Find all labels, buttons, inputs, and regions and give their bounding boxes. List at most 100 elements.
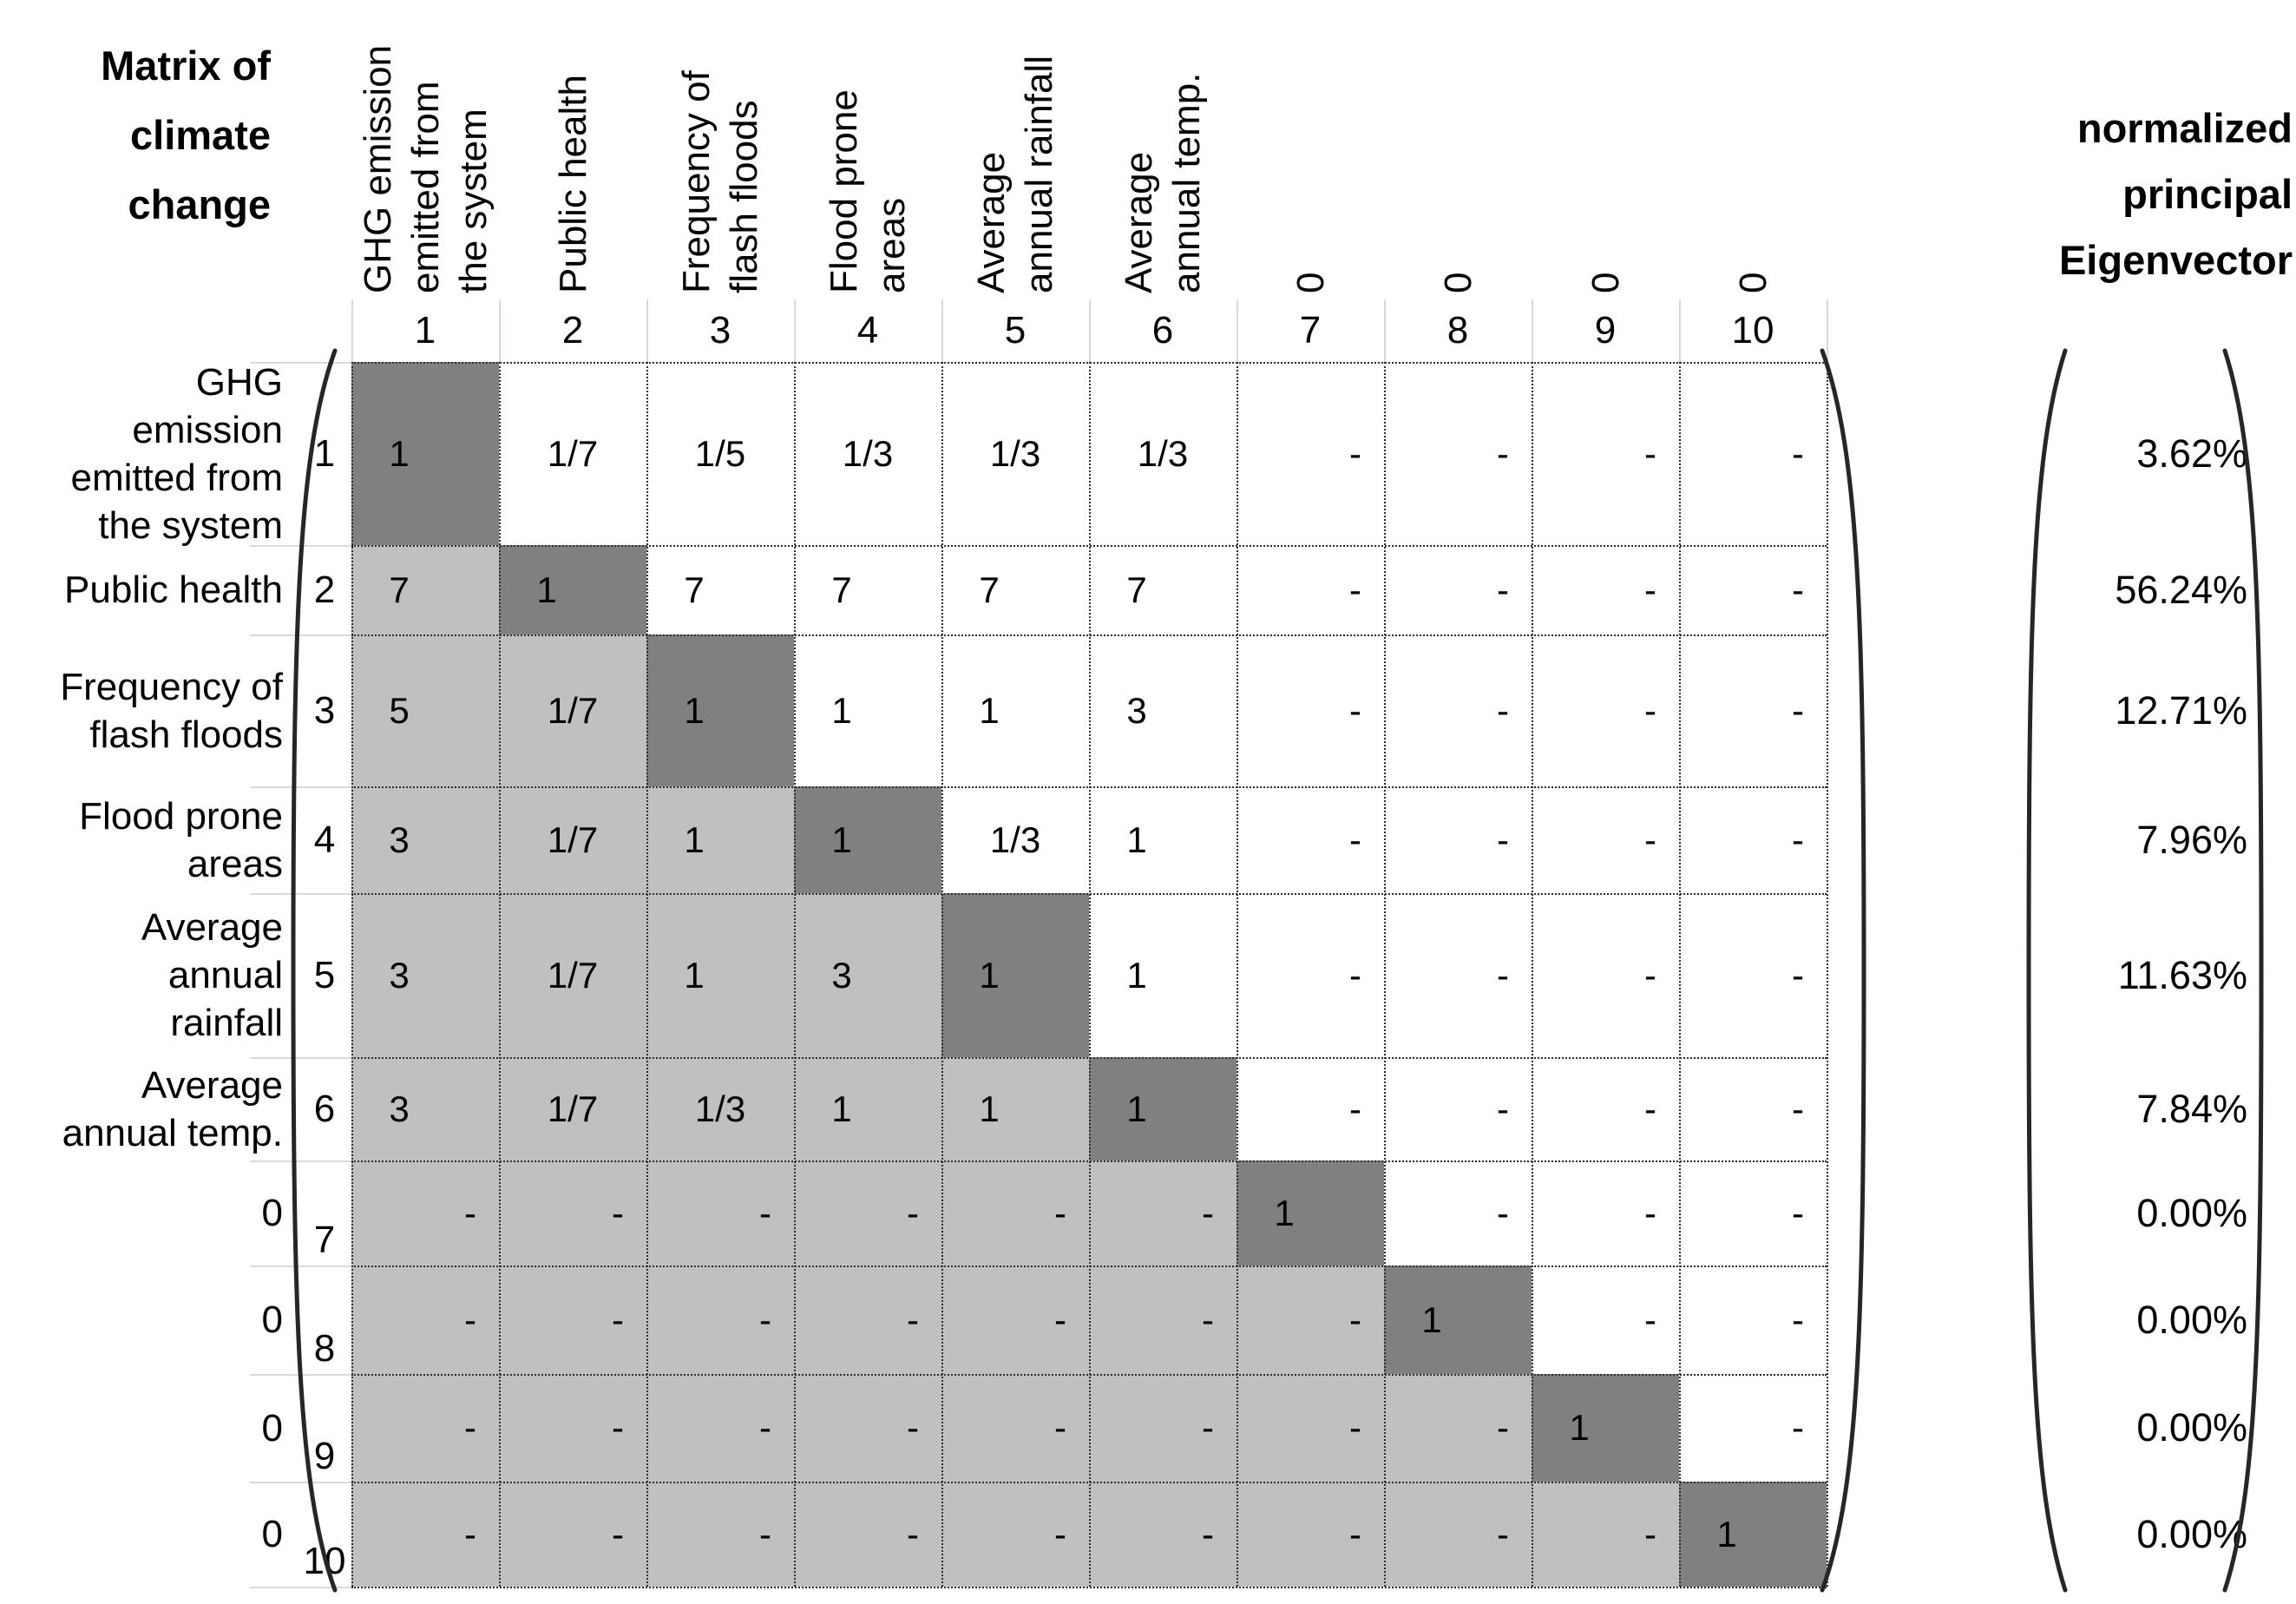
matrix-cell-r8-c2: - — [499, 1265, 646, 1374]
grid-vline — [1089, 362, 1091, 1587]
grid-vline — [499, 362, 501, 1587]
column-number-5: 5 — [1004, 309, 1027, 352]
matrix-cell-r7-c1: - — [351, 1160, 499, 1265]
matrix-cell-r4-c4: 1 — [794, 786, 941, 893]
matrix-cell-r9-c2: - — [499, 1374, 646, 1482]
eigenvector-value-1: 3.62% — [2136, 431, 2247, 476]
column-number-1: 1 — [414, 309, 436, 352]
matrix-cell-r3-c9: - — [1644, 689, 1656, 731]
matrix-cell-r7-c10: - — [1792, 1192, 1804, 1233]
matrix-cell-r10-c1: - — [351, 1482, 499, 1587]
label-separator-line — [250, 786, 351, 788]
eigenvector-value-7: 0.00% — [2136, 1190, 2247, 1235]
grid-vline — [351, 362, 353, 1587]
matrix-cell-r3-c2: 1/7 — [499, 634, 646, 786]
matrix-cell-r10-c3: - — [646, 1482, 794, 1587]
row-label-6: Average annual temp. — [62, 1063, 283, 1154]
matrix-cell-r7-c8: - — [1497, 1192, 1509, 1233]
matrix-cell-r1-c3: 1/5 — [694, 432, 746, 474]
matrix-cell-r2-c6: 7 — [1126, 569, 1147, 610]
matrix-cell-r2-c8: - — [1497, 569, 1509, 610]
matrix-cell-r10-c5: - — [941, 1482, 1089, 1587]
matrix-cell-r2-c3: 7 — [684, 569, 705, 610]
header-separator-line — [794, 299, 796, 362]
grid-vline — [941, 362, 943, 1587]
label-separator-line — [250, 1482, 351, 1483]
header-separator-line — [941, 299, 943, 362]
grid-vline — [1532, 362, 1533, 1587]
label-separator-line — [250, 634, 351, 636]
matrix-cell-r4-c2: 1/7 — [499, 786, 646, 893]
matrix-cell-r4-c6: 1 — [1126, 818, 1147, 860]
matrix-cell-r5-c5: 1 — [941, 893, 1089, 1057]
eigenvector-value-8: 0.00% — [2136, 1297, 2247, 1342]
matrix-cell-r3-c6: 3 — [1126, 689, 1147, 731]
eigenvector-value-6: 7.84% — [2136, 1086, 2247, 1131]
column-header-label-3: Frequency of flash floods — [675, 70, 765, 293]
eigenvector-close-bracket — [2222, 348, 2264, 1593]
row-label-10: 0 — [261, 1513, 283, 1555]
row-label-3: Frequency of flash floods — [60, 665, 283, 756]
label-separator-line — [250, 1587, 351, 1588]
matrix-cell-r9-c8: - — [1384, 1374, 1532, 1482]
matrix-cell-r7-c6: - — [1089, 1160, 1237, 1265]
column-number-6: 6 — [1151, 309, 1174, 352]
grid-vline — [1679, 362, 1681, 1587]
matrix-cell-r8-c5: - — [941, 1265, 1089, 1374]
matrix-cell-r5-c1: 3 — [351, 893, 499, 1057]
matrix-cell-r9-c7: - — [1237, 1374, 1384, 1482]
matrix-cell-r6-c3: 1/3 — [646, 1057, 794, 1160]
matrix-cell-r8-c1: - — [351, 1265, 499, 1374]
column-number-2: 2 — [561, 309, 584, 352]
matrix-cell-r10-c10: 1 — [1679, 1482, 1827, 1587]
matrix-cell-r9-c9: 1 — [1532, 1374, 1679, 1482]
matrix-cell-r3-c5: 1 — [979, 689, 1000, 731]
eigenvector-open-bracket — [2026, 348, 2068, 1593]
matrix-cell-r5-c3: 1 — [646, 893, 794, 1057]
eigenvector-value-3: 12.71% — [2115, 687, 2247, 733]
matrix-cell-r10-c4: - — [794, 1482, 941, 1587]
row-number-2: 2 — [313, 568, 336, 611]
matrix-cell-r6-c5: 1 — [941, 1057, 1089, 1160]
column-number-10: 10 — [1731, 309, 1774, 352]
matrix-cell-r5-c4: 3 — [794, 893, 941, 1057]
row-label-7: 0 — [261, 1192, 283, 1234]
header-separator-line — [1827, 299, 1828, 362]
matrix-cell-r2-c7: - — [1349, 569, 1361, 610]
matrix-cell-r4-c8: - — [1497, 818, 1509, 860]
matrix-cell-r3-c10: - — [1792, 689, 1804, 731]
row-number-7: 7 — [313, 1219, 336, 1261]
grid-hline — [351, 1587, 1827, 1588]
row-label-8: 0 — [261, 1298, 283, 1341]
matrix-cell-r1-c6: 1/3 — [1137, 432, 1189, 474]
grid-hline — [351, 1482, 1827, 1483]
column-header-label-9: 0 — [1584, 272, 1627, 293]
grid-vline — [794, 362, 796, 1587]
matrix-cell-r6-c4: 1 — [794, 1057, 941, 1160]
column-header-label-1: GHG emission emitted from the system — [356, 44, 495, 293]
matrix-cell-r4-c3: 1 — [646, 786, 794, 893]
grid-vline — [646, 362, 648, 1587]
column-number-9: 9 — [1594, 309, 1617, 352]
matrix-cell-r10-c7: - — [1237, 1482, 1384, 1587]
column-number-4: 4 — [856, 309, 879, 352]
matrix-cell-r8-c10: - — [1792, 1298, 1804, 1340]
matrix-cell-r8-c8: 1 — [1384, 1265, 1532, 1374]
row-number-6: 6 — [313, 1087, 336, 1130]
matrix-cell-r7-c4: - — [794, 1160, 941, 1265]
matrix-cell-r6-c10: - — [1792, 1088, 1804, 1129]
header-separator-line — [1384, 299, 1386, 362]
header-separator-line — [351, 299, 353, 362]
grid-vline — [1384, 362, 1386, 1587]
matrix-cell-r1-c4: 1/3 — [842, 432, 894, 474]
row-label-2: Public health — [64, 569, 283, 611]
column-number-7: 7 — [1299, 309, 1322, 352]
eigenvector-value-5: 11.63% — [2117, 952, 2247, 997]
matrix-cell-r1-c9: - — [1644, 432, 1656, 474]
header-separator-line — [646, 299, 648, 362]
matrix-cell-r6-c6: 1 — [1089, 1057, 1237, 1160]
matrix-cell-r5-c6: 1 — [1126, 954, 1147, 996]
row-number-9: 9 — [313, 1435, 336, 1477]
grid-hline — [351, 1374, 1827, 1376]
matrix-cell-r5-c2: 1/7 — [499, 893, 646, 1057]
